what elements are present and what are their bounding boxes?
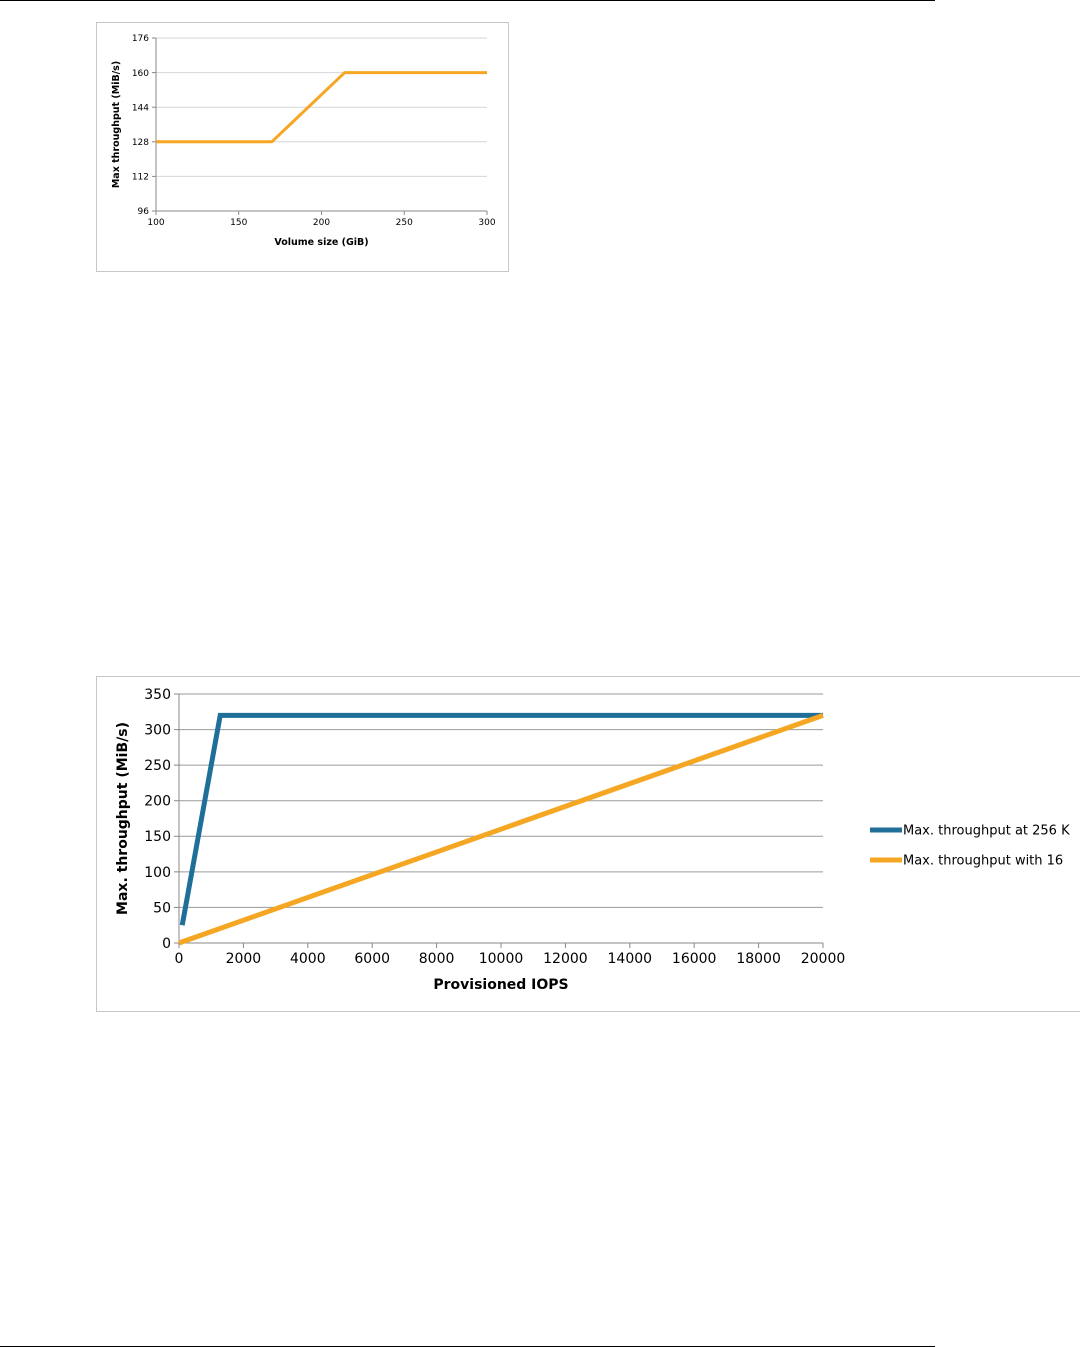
series-line-1 <box>179 712 823 926</box>
x-tick-label: 300 <box>478 218 495 228</box>
x-tick-label: 12000 <box>543 951 588 967</box>
y-tick-label: 50 <box>153 900 171 916</box>
legend-label-2: Max. throughput with 16 <box>903 854 1063 869</box>
x-tick-label: 250 <box>396 218 413 228</box>
x-tick-label: 4000 <box>290 951 326 967</box>
y-axis-title: Max throughput (MiB/s) <box>111 61 122 188</box>
y-tick-label: 100 <box>144 865 171 881</box>
y-tick-label: 250 <box>144 758 171 774</box>
y-tick-label: 128 <box>132 138 149 148</box>
x-axis-title: Volume size (GiB) <box>274 237 368 248</box>
legend-label-1: Max. throughput at 256 K <box>903 824 1070 839</box>
throughput-vs-provisioned-iops-chart: 0 50 100 150 200 250 300 350 0 2000 4000 6000 8000 10… <box>96 676 1080 1012</box>
y-tick-label: 200 <box>144 794 171 810</box>
series-line-1 <box>156 71 487 144</box>
y-axis-title: Max. throughput (MiB/s) <box>115 722 131 915</box>
y-tick-label: 112 <box>132 173 149 183</box>
chart-2-svg: 0 50 100 150 200 250 300 350 0 2000 4000 6000 8000 10… <box>115 687 1070 993</box>
y-tick-label: 176 <box>132 34 149 44</box>
series-line-2 <box>178 712 824 946</box>
x-tick-label: 18000 <box>736 951 781 967</box>
chart-1-svg: 96 112 128 144 160 176 100 150 200 250 300 Volume s… <box>111 34 496 248</box>
y-tick-label: 350 <box>144 687 171 703</box>
y-tick-label: 96 <box>138 207 150 217</box>
y-tick-label: 144 <box>132 103 149 113</box>
x-tick-label: 2000 <box>226 951 262 967</box>
page-top-rule <box>0 0 935 1</box>
throughput-vs-volume-size-chart: 96 112 128 144 160 176 100 150 200 250 300 Volume s… <box>96 22 509 272</box>
y-tick-label: 160 <box>132 69 149 79</box>
x-tick-label: 16000 <box>672 951 717 967</box>
x-axis-title: Provisioned IOPS <box>433 977 568 993</box>
x-tick-label: 6000 <box>354 951 390 967</box>
y-tick-label: 300 <box>144 722 171 738</box>
x-tick-label: 200 <box>313 218 330 228</box>
x-tick-label: 8000 <box>419 951 455 967</box>
y-tick-label: 0 <box>162 936 171 952</box>
x-tick-label: 100 <box>147 218 164 228</box>
y-tick-label: 150 <box>144 829 171 845</box>
x-tick-label: 10000 <box>479 951 524 967</box>
x-tick-label: 0 <box>175 951 184 967</box>
x-tick-label: 14000 <box>608 951 653 967</box>
x-tick-label: 20000 <box>801 951 846 967</box>
x-tick-label: 150 <box>230 218 247 228</box>
